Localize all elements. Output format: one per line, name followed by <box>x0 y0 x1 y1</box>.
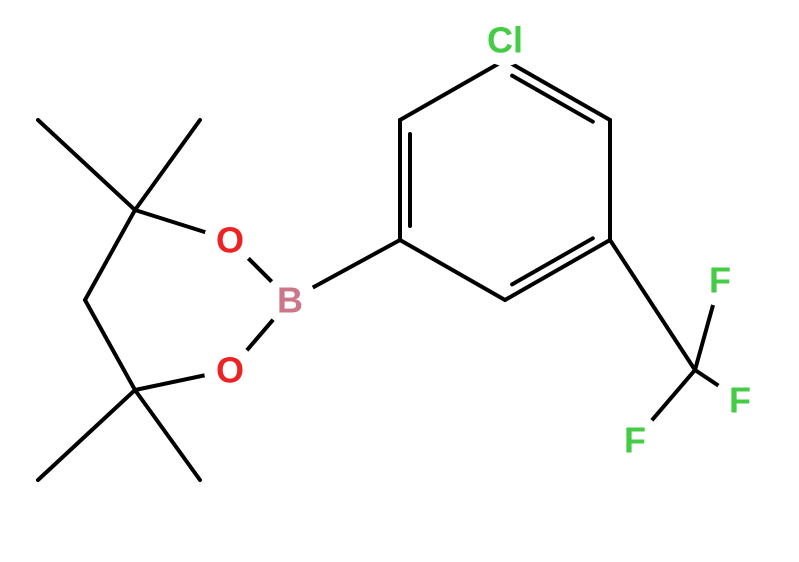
labels-layer: O OB Cl F F F <box>204 14 766 466</box>
atom-f: F <box>624 420 646 461</box>
molecule-diagram: O OB Cl F F F <box>0 0 799 562</box>
atom-f: F <box>729 380 751 421</box>
atom-o: O <box>216 220 244 261</box>
bonds-layer <box>38 60 725 480</box>
atom-b: B <box>277 280 303 321</box>
atom-cl: Cl <box>487 20 523 61</box>
atom-f: F <box>709 260 731 301</box>
atom-o: O <box>216 350 244 391</box>
